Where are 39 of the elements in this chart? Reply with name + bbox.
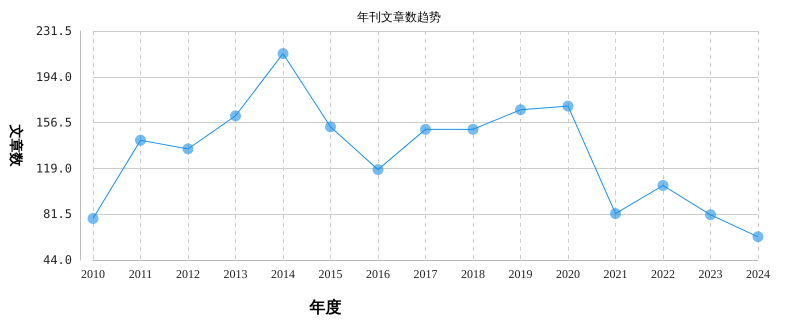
- point: [278, 48, 288, 60]
- x-tick-label: 2010: [81, 267, 105, 281]
- y-tick-label: 194.0: [36, 70, 72, 84]
- point: [230, 110, 241, 122]
- x-tick-label: 2019: [508, 267, 532, 281]
- x-tick-label: 2017: [414, 267, 438, 281]
- point: [610, 208, 621, 220]
- point: [562, 100, 574, 112]
- x-tick-label: 2018: [461, 267, 485, 281]
- x-tick-label: 2012: [176, 267, 200, 281]
- x-tick-label: 2022: [651, 267, 675, 281]
- point: [325, 121, 336, 132]
- point: [515, 104, 526, 116]
- point: [420, 124, 431, 135]
- x-axis-title: 年度: [308, 298, 342, 316]
- x-tick-label: 2011: [128, 267, 152, 281]
- point: [372, 164, 384, 176]
- y-tick-label: 231.5: [36, 24, 72, 38]
- x-tick-label: 2024: [746, 267, 770, 281]
- x-tick-label: 2023: [698, 267, 722, 281]
- chart-title: 年刊文章数趋势: [357, 10, 441, 24]
- point: [135, 134, 146, 146]
- y-tick-label: 81.5: [43, 207, 72, 222]
- point: [468, 124, 478, 135]
- x-tick-label: 2021: [604, 267, 628, 281]
- point: [658, 180, 668, 191]
- x-tick-label: 2013: [224, 267, 248, 281]
- point: [182, 143, 194, 154]
- y-tick-label: 44.0: [43, 253, 72, 267]
- x-tick-label: 2015: [318, 267, 342, 281]
- x-tick-label: 2016: [366, 267, 390, 281]
- y-axis-title: 文章数: [8, 124, 24, 168]
- point: [705, 209, 716, 220]
- y-tick-label: 156.5: [36, 116, 72, 130]
- point: [88, 212, 98, 224]
- point: [752, 231, 764, 242]
- x-tick-label: 2014: [271, 267, 295, 281]
- x-tick-label: 2020: [556, 267, 580, 281]
- y-tick-label: 119.0: [36, 161, 72, 176]
